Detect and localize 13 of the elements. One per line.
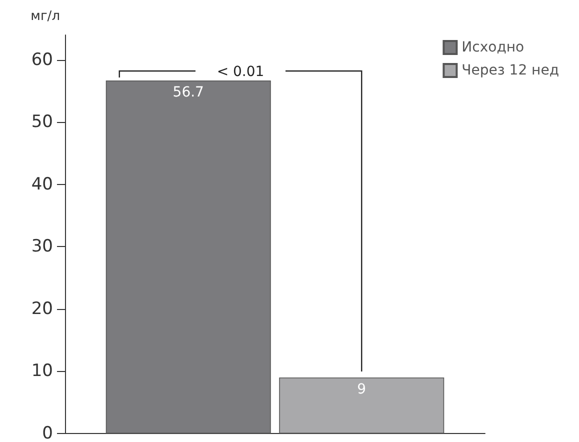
legend-label: Исходно bbox=[462, 40, 524, 56]
y-tick-label: 30 bbox=[31, 236, 53, 257]
data-label: 9 bbox=[357, 381, 366, 398]
y-axis-title: мг/л bbox=[30, 9, 60, 24]
y-tick-label: 0 bbox=[42, 424, 53, 442]
y-tick-label: 20 bbox=[31, 298, 53, 319]
y-tick-label: 40 bbox=[31, 174, 53, 194]
legend-label: Через 12 нед bbox=[462, 62, 560, 78]
y-tick-label: 10 bbox=[31, 361, 53, 382]
y-tick-label: 50 bbox=[31, 112, 53, 132]
y-tick-label: 60 bbox=[31, 50, 53, 70]
data-label: 56.7 bbox=[172, 84, 204, 100]
annotation: < 0.01 bbox=[216, 64, 264, 80]
